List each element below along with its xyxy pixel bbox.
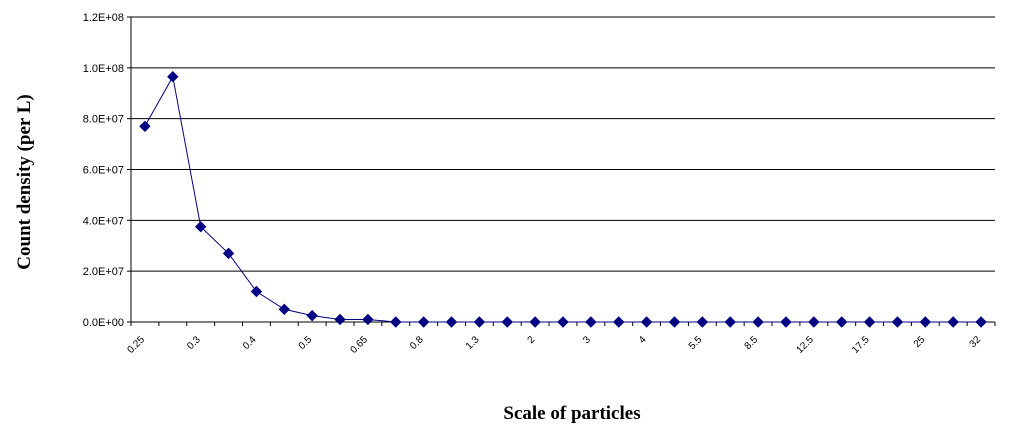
y-tick-label: 1.0E+08 bbox=[83, 63, 124, 75]
y-tick-label: 2.0E+07 bbox=[83, 266, 124, 278]
x-tick-label: 0.5 bbox=[297, 334, 315, 352]
data-point bbox=[891, 316, 904, 328]
x-tick-labels: 0.25 0.3 0.4 0.5 0.65 0.8 1.3 2 3 4 5.5 8.5 12.5 17.5… bbox=[126, 334, 984, 356]
x-tick-label: 3 bbox=[581, 334, 593, 346]
data-point bbox=[696, 316, 709, 328]
data-point bbox=[334, 313, 346, 326]
data-point bbox=[975, 316, 987, 328]
data-point bbox=[808, 316, 820, 328]
x-tick-label: 0.3 bbox=[185, 334, 203, 352]
x-tick-label: 1.3 bbox=[464, 334, 482, 352]
data-point bbox=[640, 316, 653, 328]
data-point bbox=[529, 316, 541, 328]
data-point bbox=[557, 316, 569, 328]
gridlines bbox=[131, 16, 995, 272]
y-tick-label: 1.2E+08 bbox=[83, 12, 124, 24]
y-tick-label: 4.0E+07 bbox=[83, 215, 124, 227]
series-line bbox=[144, 75, 982, 323]
data-point bbox=[250, 285, 263, 298]
x-tick-label: 2 bbox=[526, 334, 538, 346]
data-point bbox=[445, 316, 458, 328]
data-point bbox=[390, 316, 402, 328]
x-tick-label: 32 bbox=[968, 334, 984, 350]
x-tick-label: 0.4 bbox=[241, 334, 259, 352]
data-point bbox=[724, 316, 736, 328]
y-tick-labels: 0.0E+00 2.0E+07 4.0E+07 6.0E+07 8.0E+07 1.0E+… bbox=[83, 12, 124, 329]
data-point bbox=[752, 316, 764, 328]
x-tick-label: 17.5 bbox=[850, 334, 872, 356]
data-point bbox=[919, 316, 932, 328]
x-tick-label: 0.8 bbox=[408, 334, 426, 352]
data-point bbox=[139, 120, 151, 132]
data-point bbox=[501, 316, 513, 328]
y-tick-label: 8.0E+07 bbox=[83, 114, 124, 126]
y-axis-label: Count density (per L) bbox=[14, 94, 35, 269]
data-point bbox=[473, 316, 486, 328]
data-point bbox=[417, 316, 430, 328]
data-point bbox=[836, 316, 848, 328]
data-point bbox=[780, 316, 792, 328]
x-tick-label: 12.5 bbox=[794, 334, 816, 356]
data-point bbox=[668, 316, 681, 328]
x-tick-label: 0.65 bbox=[348, 334, 370, 356]
x-axis-label: Scale of particles bbox=[503, 403, 640, 424]
data-point bbox=[613, 316, 625, 328]
y-tick-label: 0.0E+00 bbox=[83, 317, 124, 329]
data-point bbox=[585, 316, 597, 328]
data-point bbox=[194, 220, 207, 233]
x-tick-label: 0.25 bbox=[126, 334, 148, 356]
data-point bbox=[278, 303, 290, 315]
data-point bbox=[306, 309, 318, 322]
x-tick-label: 25 bbox=[912, 334, 928, 350]
x-tick-label: 5.5 bbox=[687, 334, 705, 352]
x-tick-label: 8.5 bbox=[743, 334, 761, 352]
axes bbox=[127, 16, 996, 326]
y-tick-label: 6.0E+07 bbox=[83, 165, 124, 177]
data-point bbox=[863, 316, 876, 328]
data-point bbox=[947, 316, 959, 328]
data-point bbox=[362, 313, 374, 326]
data-series bbox=[139, 71, 987, 328]
data-point bbox=[167, 71, 179, 83]
x-tick-label: 4 bbox=[637, 334, 649, 346]
data-point bbox=[222, 247, 235, 260]
